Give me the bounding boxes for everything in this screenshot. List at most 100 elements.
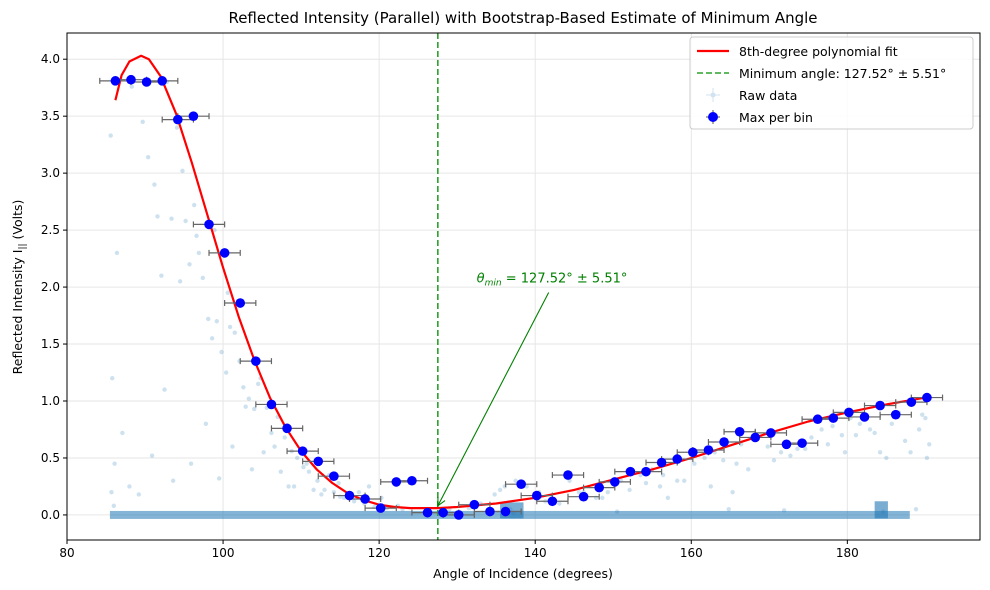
raw-data-point (209, 336, 215, 341)
raw-data-point (241, 385, 246, 390)
raw-data-point (908, 450, 913, 455)
raw-data-point (301, 464, 306, 470)
raw-data-point (825, 442, 831, 447)
y-tick-label: 3.5 (41, 109, 60, 123)
max-per-bin-point (719, 437, 729, 447)
raw-data-cluster (874, 501, 888, 519)
max-per-bin-point (547, 496, 558, 507)
raw-data-point (214, 319, 220, 324)
max-per-bin-point (812, 414, 823, 425)
max-per-bin-point (438, 507, 448, 518)
max-per-bin-point (703, 445, 714, 455)
raw-data-point (162, 387, 167, 392)
grid (66, 33, 980, 540)
raw-data-point (227, 324, 233, 330)
fit-layer (114, 54, 926, 510)
errorbar-layer (99, 74, 944, 520)
y-axis-label-sub: || (18, 243, 28, 249)
raw-data-point (657, 484, 663, 489)
x-tick-label: 160 (680, 546, 703, 560)
max-per-bin-point (141, 77, 152, 87)
raw-data-point (513, 478, 518, 483)
baseline-band (109, 501, 910, 519)
y-tick-label: 3.0 (41, 166, 60, 180)
raw-data-point (191, 202, 197, 208)
raw-data-point (319, 492, 324, 497)
raw-data-point (136, 492, 141, 497)
y-tick-label: 2.0 (41, 280, 60, 294)
legend-min-label: Minimum angle: 127.52° ± 5.51° (739, 66, 946, 81)
raw-data-point (730, 489, 735, 495)
axes-frame (66, 32, 981, 541)
raw-data-point (315, 478, 320, 483)
raw-data-point (109, 489, 114, 495)
raw-data-point (643, 480, 649, 486)
annotation-theta: θ (477, 272, 485, 287)
raw-data-point (110, 376, 115, 381)
max-per-bin-point (313, 456, 324, 467)
max-per-bin-point (906, 397, 917, 407)
raw-data-point (291, 484, 297, 489)
raw-data-point (803, 446, 808, 452)
legend-max-label: Max per bin (739, 110, 813, 125)
max-per-bin-point (485, 506, 495, 517)
max-per-bin-point (391, 477, 402, 487)
y-tick-label: 0.5 (41, 451, 60, 465)
raw-data-point (188, 461, 194, 466)
max-per-bin-point (407, 475, 417, 486)
legend-box (689, 36, 974, 130)
raw-data-point (502, 484, 507, 489)
raw-data-point (108, 133, 113, 138)
raw-data-point (196, 250, 202, 256)
max-per-bin-point (188, 111, 199, 121)
raw-data-point (819, 427, 824, 432)
raw-data-point (286, 484, 291, 489)
raw-data-point (183, 218, 188, 224)
max-per-bin-point (235, 298, 246, 308)
raw-data-point (112, 461, 117, 466)
raw-data-point (557, 501, 562, 506)
raw-data-point (155, 214, 160, 219)
max-per-bin-point (516, 479, 526, 489)
raw-data-point (842, 450, 848, 455)
max-per-bin-point (204, 219, 214, 230)
y-tick-label: 2.5 (41, 223, 60, 237)
fit-curve (114, 54, 926, 510)
x-tick-label: 100 (212, 546, 235, 560)
raw-data-point (282, 435, 287, 440)
max-per-bin-point (360, 494, 370, 504)
x-tick-label: 80 (59, 546, 74, 560)
max-per-bin-point (266, 399, 277, 410)
raw-data-point (877, 450, 883, 455)
y-tick-label: 1.0 (41, 394, 60, 408)
raw-data-point (872, 430, 877, 436)
max-per-bin-point (469, 499, 480, 510)
max-per-bin-point (594, 482, 604, 493)
max-per-bin-point (875, 400, 885, 411)
raw-data-point (203, 421, 209, 426)
raw-data-point (111, 503, 117, 509)
raw-data-point (261, 450, 266, 455)
raw-data-point (927, 442, 932, 447)
max-per-bin-point (734, 426, 745, 437)
raw-data-point (605, 489, 610, 495)
raw-data-point (206, 316, 211, 322)
max-per-bin-point (641, 466, 651, 477)
raw-data-point (916, 427, 922, 432)
max-per-bin-point (890, 409, 901, 420)
raw-data-point (857, 421, 863, 426)
raw-data-point (788, 453, 793, 458)
raw-data-point (194, 233, 199, 238)
raw-data-point (351, 499, 357, 504)
raw-data-point (726, 507, 731, 512)
max-per-bin-point (797, 438, 807, 448)
max-per-bin-point (110, 76, 121, 86)
y-tick-label: 4.0 (41, 52, 60, 66)
max-per-bin-point (453, 510, 464, 520)
raw-data-point (295, 455, 300, 461)
raw-data-point (278, 469, 284, 474)
raw-data-point (497, 487, 503, 493)
legend-raw-swatch (706, 88, 720, 102)
raw-data-point (853, 432, 859, 438)
annotation-rest: = 127.52° ± 5.51° (502, 272, 628, 287)
